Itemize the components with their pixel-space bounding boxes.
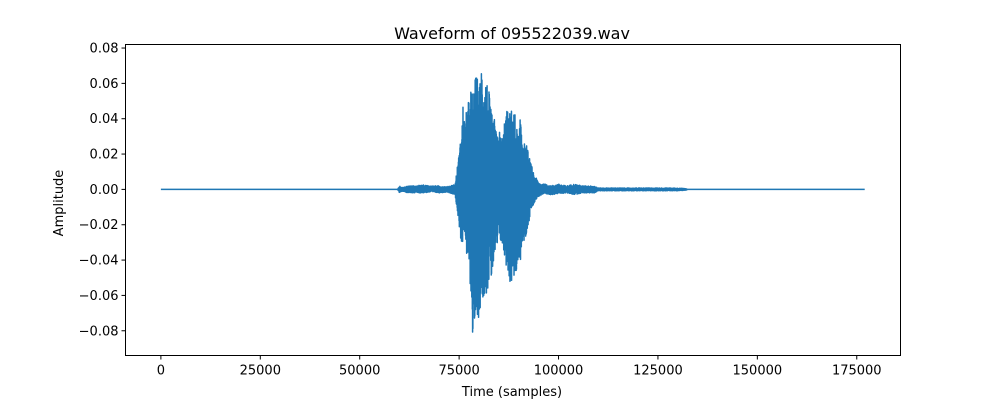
y-tick-label: −0.08: [79, 324, 119, 339]
x-tick-label: 100000: [534, 364, 584, 379]
y-tick-label: 0.04: [90, 112, 119, 127]
y-tick-label: −0.04: [79, 254, 119, 269]
y-tick-label: 0.02: [90, 148, 119, 163]
x-tick-label: 25000: [240, 364, 281, 379]
plot-area-frame: [125, 44, 901, 356]
x-tick-label: 175000: [832, 364, 882, 379]
y-axis: −0.08 −0.06 −0.04 −0.02 0.00 0.02 0.04 0.06 0.08: [79, 42, 126, 339]
y-tick-label: 0.06: [90, 77, 119, 92]
chart-title: Waveform of 095522039.wav: [394, 24, 630, 43]
y-axis-label: Amplitude: [52, 170, 67, 237]
x-tick-label: 150000: [733, 364, 783, 379]
waveform-line: [160, 73, 866, 333]
y-tick-label: 0.08: [90, 42, 119, 57]
x-tick-label: 50000: [339, 364, 380, 379]
x-tick-label: 75000: [438, 364, 479, 379]
y-tick-label: −0.02: [79, 218, 119, 233]
x-tick-label: 0: [157, 364, 165, 379]
x-axis: 0 25000 50000 75000 100000 125000 150000 175000: [157, 355, 882, 379]
x-axis-label: Time (samples): [461, 385, 562, 400]
x-tick-label: 125000: [633, 364, 683, 379]
waveform-layer: [160, 73, 866, 333]
y-tick-label: −0.06: [79, 289, 119, 304]
y-tick-label: 0.00: [90, 183, 119, 198]
